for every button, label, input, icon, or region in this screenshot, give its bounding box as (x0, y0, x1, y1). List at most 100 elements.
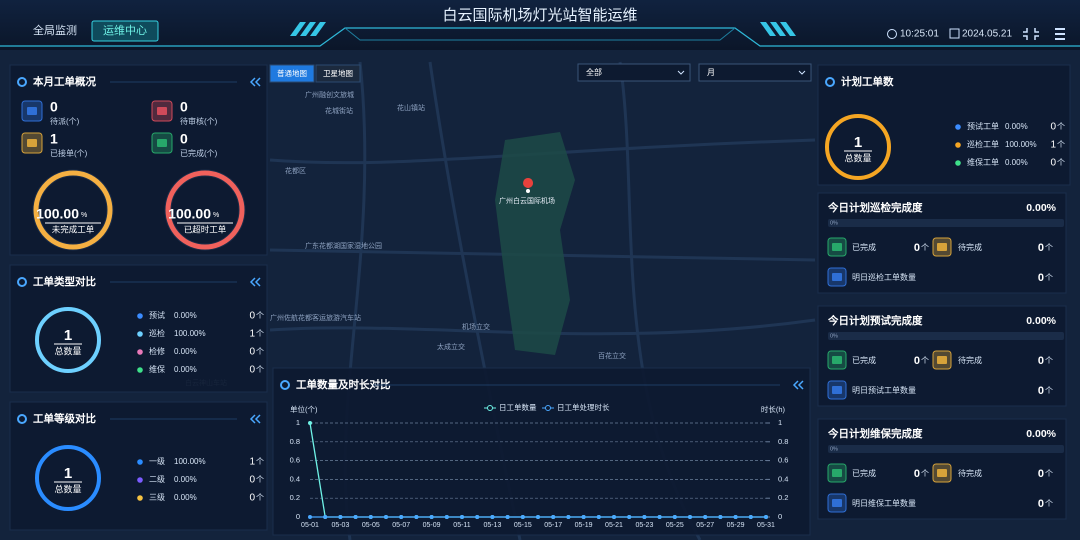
x-tick-label: 05-15 (514, 522, 532, 529)
y-tick-label: 0.2 (290, 493, 300, 502)
menu-button[interactable] (1055, 28, 1065, 40)
card-unit: 个 (1045, 273, 1053, 282)
card-icon-inner (937, 243, 947, 251)
legend-name: 预试 (149, 310, 165, 320)
nav-tab[interactable]: 运维中心 (103, 24, 147, 37)
collapse-button[interactable] (249, 77, 261, 87)
series-point (414, 515, 419, 519)
filter-value[interactable]: 全部 (586, 67, 602, 77)
legend-dot (955, 142, 961, 148)
legend-label[interactable]: 日工单数量 (499, 402, 537, 412)
total-value: 1 (64, 327, 72, 344)
card-unit: 个 (1045, 243, 1053, 252)
total-ring (825, 114, 891, 180)
collapse-button[interactable] (792, 380, 804, 390)
legend-count: 0 (249, 347, 255, 358)
filter-dropdown[interactable] (698, 63, 812, 82)
progress-track (828, 219, 1064, 227)
legend-percent: 100.00% (174, 457, 206, 466)
stat-icon-inner (27, 139, 37, 147)
ring (33, 170, 113, 250)
card-title: 今日计划预试完成度 (827, 314, 923, 327)
clock-icon (887, 29, 897, 39)
legend-percent: 0.00% (1005, 122, 1028, 131)
stat-icon-inner (157, 107, 167, 115)
filter-dropdown[interactable] (577, 63, 691, 82)
stat-label: 待派(个) (50, 116, 80, 126)
series-point (505, 515, 510, 519)
stat-value: 1 (50, 131, 58, 147)
legend-count: 1 (1050, 140, 1056, 151)
stat-label: 已接单(个) (50, 148, 88, 158)
legend-name: 检修 (149, 346, 165, 356)
airport-area (495, 132, 575, 355)
panel-title-icon (17, 77, 27, 87)
card-count: 0 (1038, 468, 1044, 480)
legend-count: 1 (249, 457, 255, 468)
filter-value[interactable]: 月 (707, 68, 715, 77)
legend-unit: 个 (1057, 122, 1065, 131)
map-tab[interactable] (269, 64, 315, 83)
x-tick-label: 05-01 (301, 522, 319, 529)
card-unit: 个 (921, 243, 929, 252)
x-tick-label: 05-05 (362, 522, 380, 529)
card-label: 明日维保工单数量 (852, 498, 916, 508)
legend-dot (137, 477, 143, 483)
stat-label: 已完成(个) (180, 148, 218, 158)
map-place-label: 花山镇站 (397, 103, 425, 112)
y-tick-label: 0.6 (290, 456, 300, 465)
series-point (596, 515, 601, 519)
card-label: 已完成 (852, 242, 876, 252)
nav-tab[interactable]: 全局监测 (33, 23, 77, 37)
legend-unit: 个 (256, 475, 264, 484)
page-title: 白云国际机场灯光站智能运维 (442, 6, 637, 24)
ring-label: 已超时工单 (184, 224, 227, 234)
map-place-label: 广东花都湖国家湿地公园 (305, 241, 382, 250)
legend-dot (955, 124, 961, 130)
series-point (308, 421, 312, 425)
series-point (688, 515, 692, 519)
collapse-button[interactable] (249, 414, 261, 424)
map-tab[interactable] (315, 64, 361, 83)
card-count: 0 (1038, 272, 1044, 284)
legend-count: 1 (249, 329, 255, 340)
dropdown-arrow (677, 70, 685, 75)
x-tick-label: 05-17 (544, 522, 562, 529)
legend-name: 预试工单 (967, 121, 999, 131)
card-unit: 个 (1045, 386, 1053, 395)
map-pin-dot (526, 189, 530, 193)
card-count: 0 (914, 242, 920, 254)
fullscreen-button[interactable] (1023, 28, 1039, 40)
ring-label: 未完成工单 (52, 224, 95, 234)
series-point (384, 515, 388, 519)
panel-title: 工单类型对比 (33, 275, 96, 288)
y-tick-label: 0.4 (290, 474, 300, 483)
y2-tick-label: 1 (778, 418, 782, 427)
collapse-button[interactable] (249, 277, 261, 287)
map-tab-label[interactable]: 卫星地图 (323, 68, 353, 78)
legend-percent: 100.00% (174, 329, 206, 338)
stat-icon-inner (157, 139, 167, 147)
clock-time: 10:25:01 (900, 29, 939, 40)
map-place-label: 花都区 (285, 166, 306, 175)
x-tick-label: 05-09 (423, 522, 441, 529)
legend-percent: 100.00% (1005, 140, 1037, 149)
progress-label: 0% (830, 333, 838, 339)
x-tick-label: 05-03 (331, 522, 349, 529)
card-count: 0 (1038, 498, 1044, 510)
total-value: 1 (64, 465, 72, 482)
stat-label: 待审核(个) (180, 116, 218, 126)
map-place-label: 广州融创文旅城 (305, 90, 354, 99)
legend-percent: 0.00% (174, 347, 197, 356)
legend-unit: 个 (256, 347, 264, 356)
series-point (551, 515, 556, 519)
series-point (308, 515, 312, 519)
legend-name: 巡检 (149, 328, 165, 338)
series-point (642, 515, 647, 519)
legend-dot (137, 459, 143, 465)
card-icon-inner (832, 356, 842, 364)
map-tab-label[interactable]: 普通地图 (277, 68, 307, 78)
card-label: 待完成 (958, 242, 982, 252)
x-tick-label: 05-21 (605, 522, 623, 529)
legend-label[interactable]: 日工单处理时长 (557, 402, 610, 412)
